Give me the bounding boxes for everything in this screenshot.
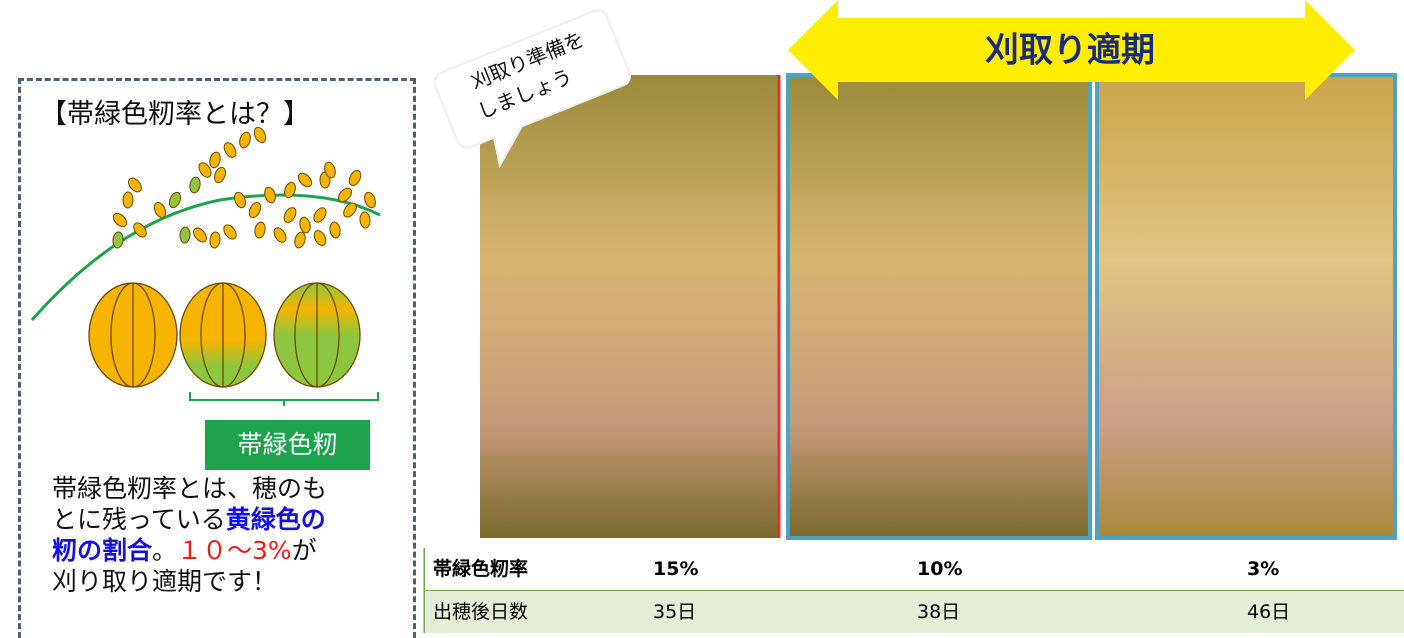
grain: [238, 131, 252, 149]
panel-title: 【帯緑色籾率とは？】: [40, 92, 310, 131]
grain: [123, 192, 134, 208]
grain: [329, 221, 341, 238]
photo-10: [788, 75, 1090, 538]
grain: [189, 176, 202, 193]
grain: [359, 212, 370, 229]
cell: 10%: [917, 548, 962, 590]
grain: [347, 169, 363, 188]
arrow-text: 刈取り適期: [985, 31, 1155, 71]
grain: [167, 191, 182, 210]
cell: 38日: [917, 591, 960, 633]
cell: 出穂後日数: [433, 591, 528, 633]
grain: [272, 226, 289, 245]
cell: 3%: [1247, 548, 1279, 590]
grain: [232, 191, 247, 210]
grain: [282, 206, 299, 225]
cell: 35日: [653, 591, 696, 633]
photo-15: [480, 75, 778, 538]
grain: [221, 223, 238, 242]
table-row: 帯緑色籾率 15% 10% 3%: [425, 548, 1404, 590]
text: 。: [152, 536, 177, 565]
cell: 帯緑色籾率: [433, 548, 528, 590]
grain: [209, 231, 221, 248]
grain: [111, 211, 129, 229]
label-box: 帯緑色籾: [205, 420, 370, 470]
grains: [111, 126, 378, 249]
highlight: １０〜3%: [177, 536, 292, 565]
grain: [311, 206, 328, 225]
table-row: 出穂後日数 35日 38日 46日: [425, 591, 1404, 633]
grain: [126, 176, 144, 195]
grain: [312, 229, 328, 248]
highlight: 黄緑色の: [226, 505, 326, 534]
grain: [208, 151, 222, 169]
grain: [341, 201, 359, 220]
text: が: [292, 536, 317, 565]
grain: [293, 231, 307, 249]
grain: [254, 221, 267, 239]
grain: [247, 201, 263, 220]
grain: [222, 141, 239, 160]
grain: [296, 171, 314, 189]
grain: [112, 232, 124, 249]
highlight: 籾の割合: [52, 536, 152, 565]
bracket: [190, 392, 378, 406]
grain: [363, 191, 378, 209]
grain: [298, 216, 311, 234]
text: 帯緑色籾率とは、穂のも: [52, 474, 327, 503]
grain: [131, 221, 149, 240]
description: 帯緑色籾率とは、穂のも とに残っている黄緑色の 籾の割合。１０〜3%が 刈り取り…: [52, 473, 327, 597]
text: とに残っている: [52, 505, 226, 534]
grain: [191, 226, 209, 245]
cell: 46日: [1247, 591, 1290, 633]
text: 刈り取り適期です！: [52, 567, 277, 596]
page: 刈取り適期 刈取り準備を しましょう 【帯緑色籾率とは？】 帯緑色籾 帯緑色籾率…: [0, 0, 1404, 633]
grain-models: [89, 283, 360, 387]
cell: 15%: [653, 548, 698, 590]
photo-3: [1097, 75, 1395, 538]
grain: [212, 166, 227, 185]
grain: [263, 186, 277, 204]
grain: [180, 227, 191, 244]
